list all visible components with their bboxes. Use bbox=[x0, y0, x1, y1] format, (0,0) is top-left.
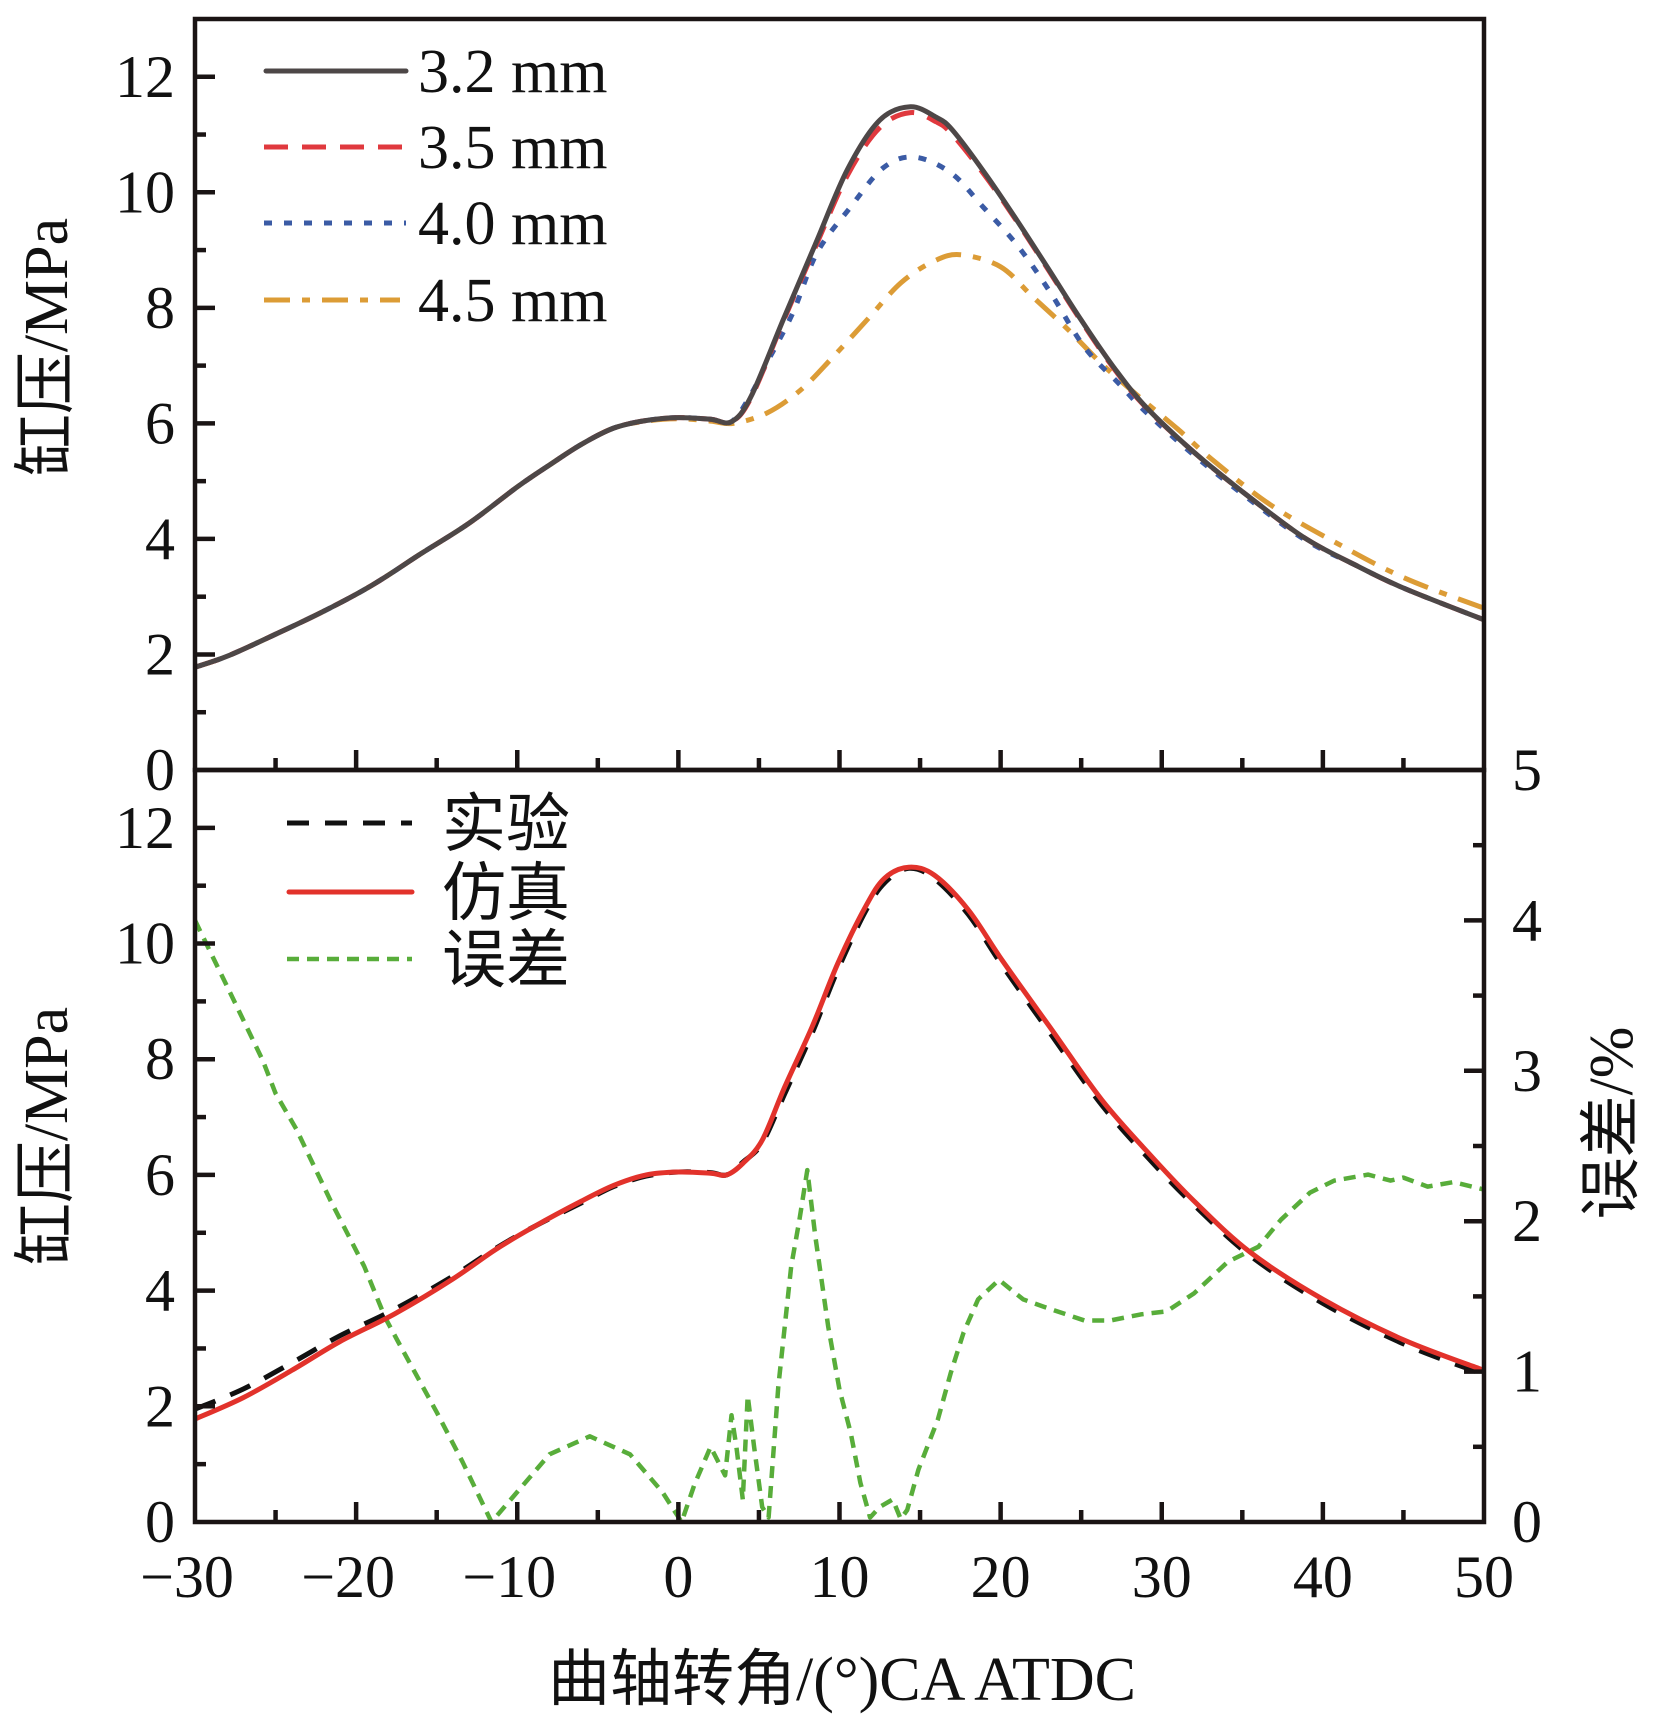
x-tick-label: −30 bbox=[140, 1544, 234, 1610]
series-line-3-2-mm bbox=[195, 104, 1484, 670]
x-tick-label: 20 bbox=[971, 1544, 1031, 1610]
right-y-axis-title: 误差/% bbox=[1578, 1027, 1646, 1220]
top-panel-curves bbox=[195, 104, 1484, 670]
x-tick-label: 50 bbox=[1454, 1544, 1514, 1610]
series-line-3-5-mm bbox=[195, 110, 1484, 670]
series-line-4-0-mm bbox=[195, 154, 1484, 670]
right-y-tick-label: 5 bbox=[1512, 737, 1542, 803]
x-tick-label: 0 bbox=[663, 1544, 693, 1610]
x-axis-title: 曲轴转角/(°)CA ATDC bbox=[548, 1646, 1136, 1714]
x-tick-label: 30 bbox=[1132, 1544, 1192, 1610]
bottom-y-axis-title: 缸压/MPa bbox=[13, 1007, 81, 1265]
top-y-tick-label: 0 bbox=[145, 737, 175, 803]
bottom-y-tick-label: 0 bbox=[145, 1489, 175, 1555]
top-y-tick-label: 8 bbox=[145, 275, 175, 341]
legend-label-3-2mm: 3.2 mm bbox=[418, 38, 607, 106]
x-tick-label: −20 bbox=[301, 1544, 395, 1610]
series-line-4-5-mm bbox=[195, 252, 1484, 670]
bottom-legend: 实验 仿真 误差 bbox=[286, 789, 570, 996]
legend-label-4-5mm: 4.5 mm bbox=[418, 267, 607, 335]
bottom-y-tick-label: 12 bbox=[115, 795, 175, 861]
top-y-tick-label: 4 bbox=[145, 506, 175, 572]
legend-label-4-0mm: 4.0 mm bbox=[418, 190, 607, 258]
bottom-panel-curves bbox=[195, 864, 1484, 1522]
x-tick-label: 40 bbox=[1293, 1544, 1353, 1610]
bottom-y-tick-label: 10 bbox=[115, 911, 175, 977]
series-line-simulation bbox=[195, 864, 1484, 1422]
right-y-tick-label: 2 bbox=[1512, 1188, 1542, 1254]
right-y-tick-label: 4 bbox=[1512, 887, 1542, 953]
top-y-tick-label: 2 bbox=[145, 621, 175, 687]
top-y-tick-label: 6 bbox=[145, 390, 175, 456]
top-y-axis-title: 缸压/MPa bbox=[13, 218, 81, 476]
bottom-panel-frame bbox=[192, 767, 1487, 1525]
right-y-tick-label: 3 bbox=[1512, 1038, 1542, 1104]
legend-label-error: 误差 bbox=[442, 925, 570, 996]
series-line-error bbox=[195, 919, 1484, 1522]
legend-label-simulation: 仿真 bbox=[442, 858, 570, 929]
top-legend: 3.2 mm 3.5 mm 4.0 mm 4.5 mm bbox=[263, 38, 607, 335]
x-tick-label: 10 bbox=[810, 1544, 870, 1610]
top-panel-frame bbox=[192, 16, 1487, 773]
top-y-tick-label: 10 bbox=[115, 159, 175, 225]
axis-ticks bbox=[195, 74, 1484, 1522]
top-y-tick-label: 12 bbox=[115, 44, 175, 110]
bottom-y-tick-label: 4 bbox=[145, 1258, 175, 1324]
bottom-y-tick-label: 8 bbox=[145, 1026, 175, 1092]
x-tick-label: −10 bbox=[462, 1544, 556, 1610]
legend-label-3-5mm: 3.5 mm bbox=[418, 114, 607, 182]
right-y-tick-label: 0 bbox=[1512, 1489, 1542, 1555]
bottom-y-tick-label: 2 bbox=[145, 1373, 175, 1439]
legend-label-experiment: 实验 bbox=[442, 789, 570, 860]
bottom-y-tick-label: 6 bbox=[145, 1142, 175, 1208]
right-y-tick-label: 1 bbox=[1512, 1339, 1542, 1405]
